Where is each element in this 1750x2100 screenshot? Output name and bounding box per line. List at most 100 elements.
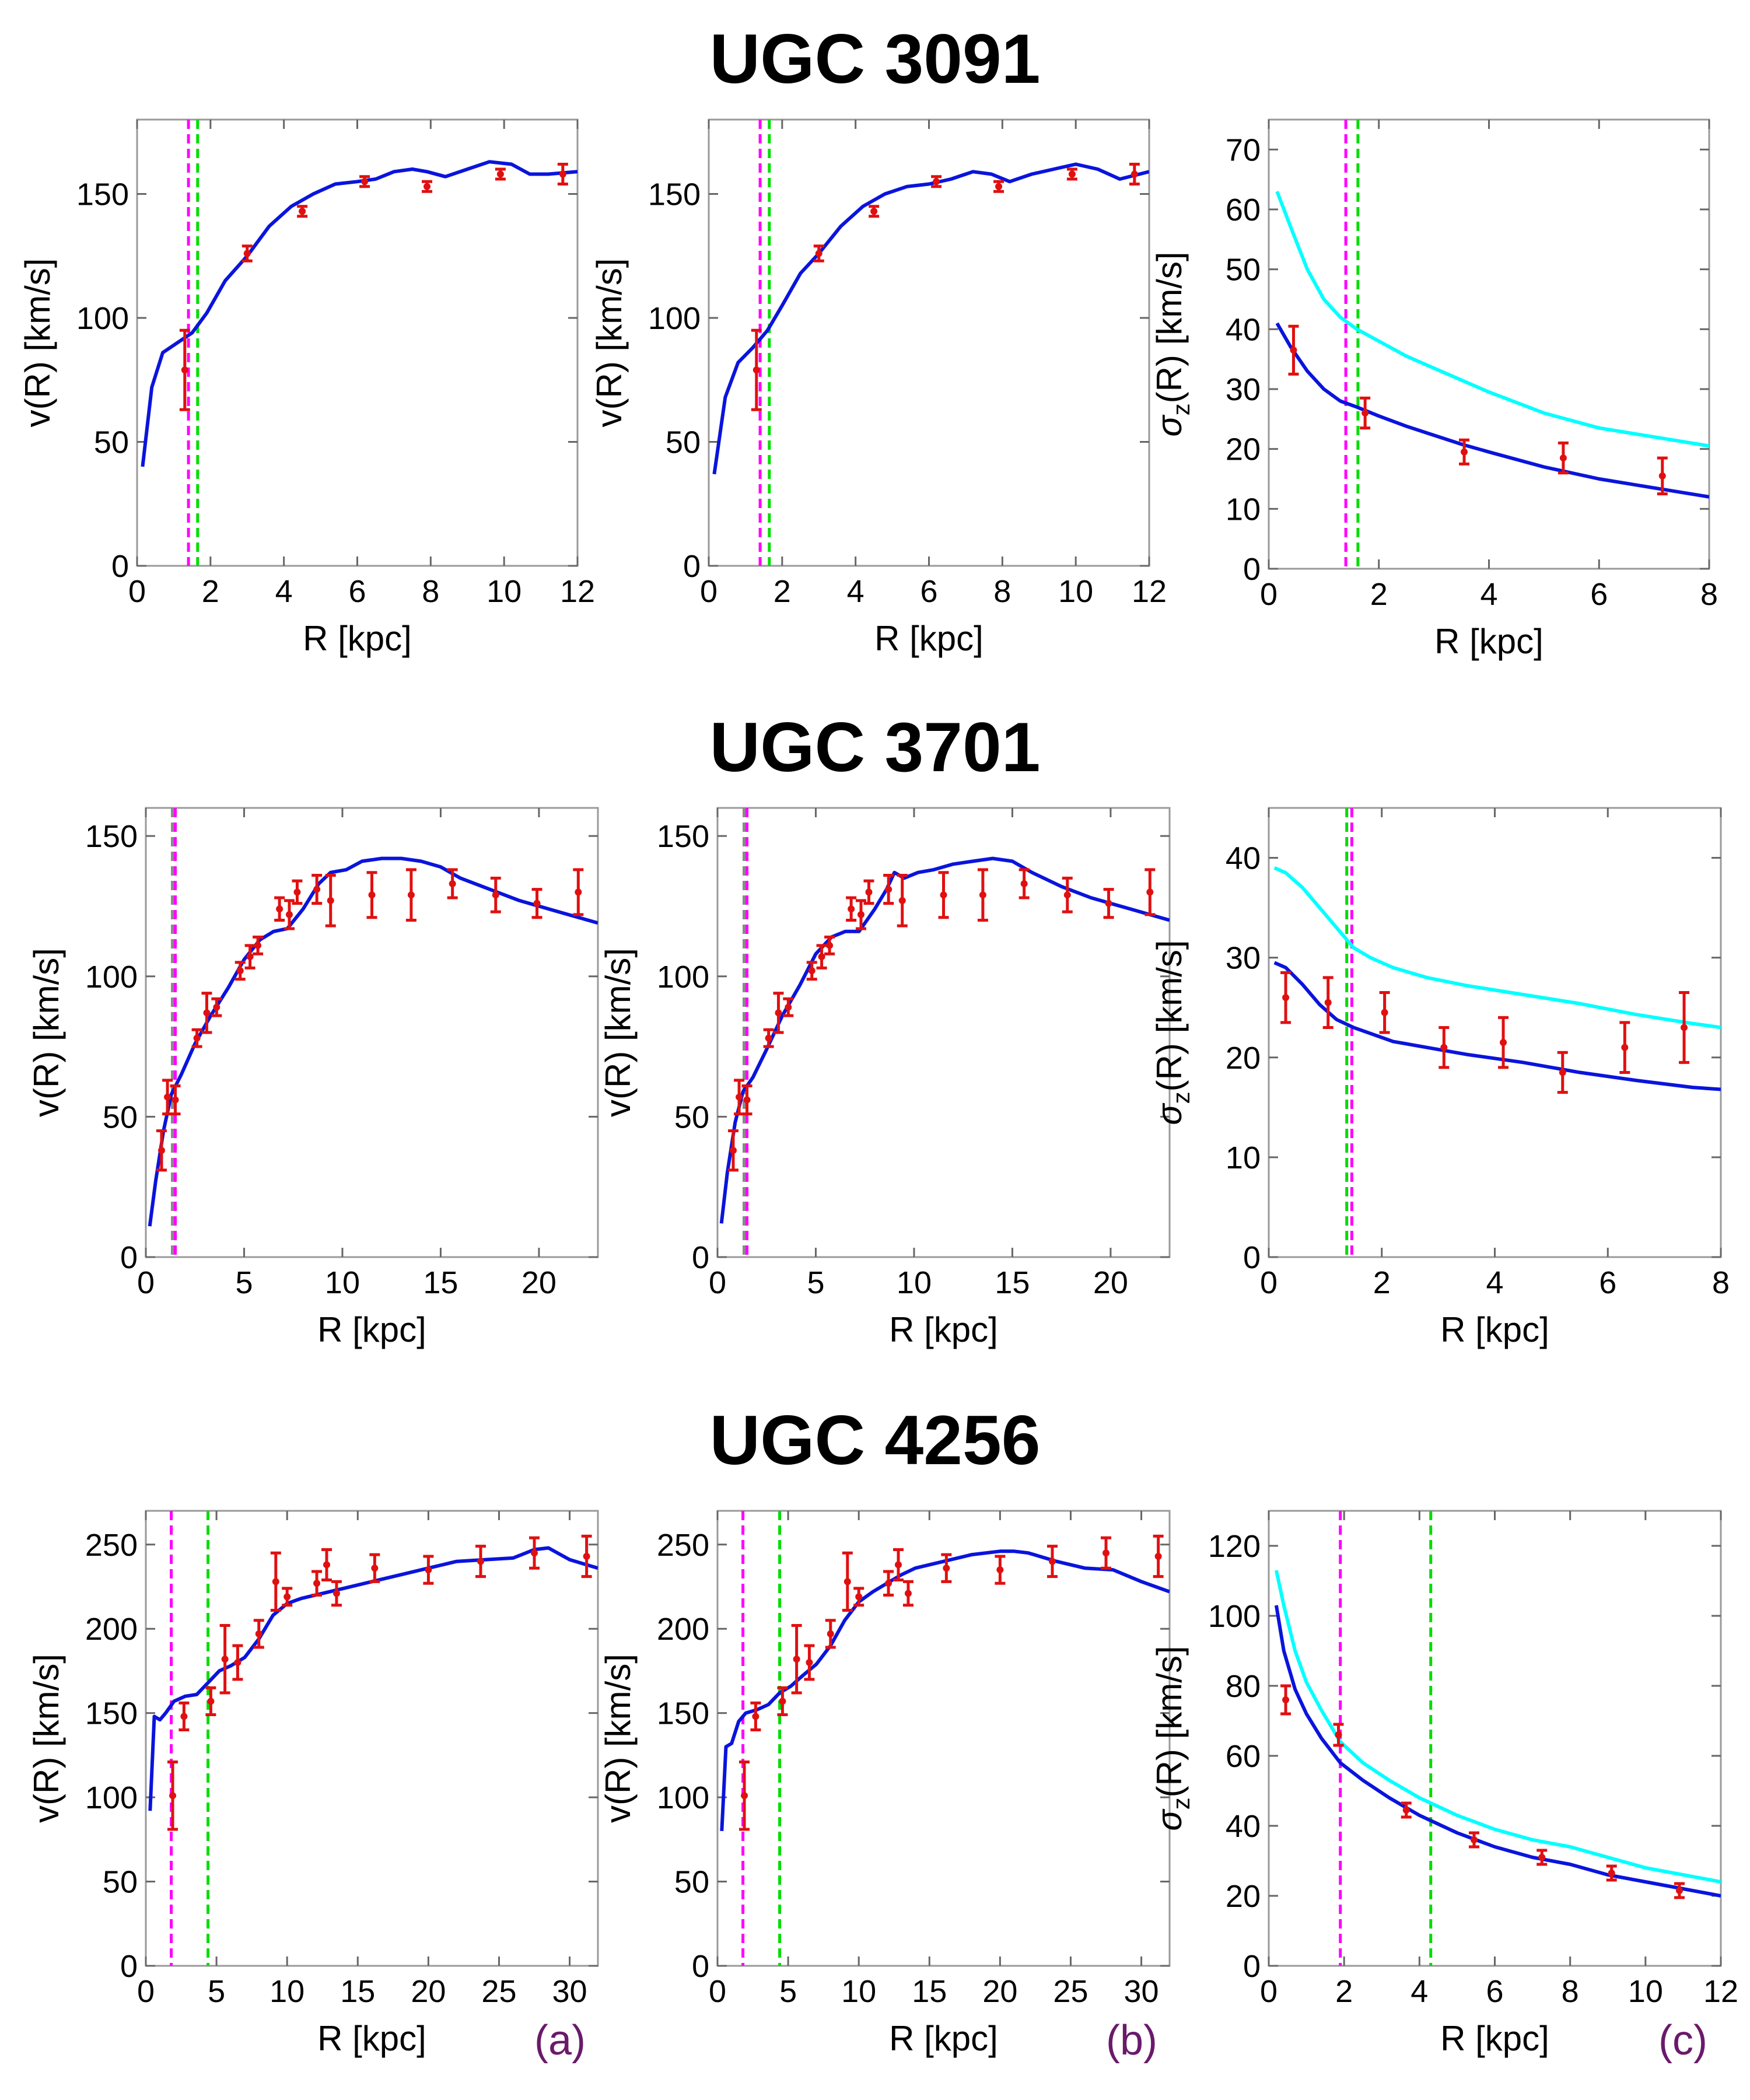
data-point [361,178,369,186]
data-point [1658,472,1666,480]
y-tick-label: 40 [1226,312,1261,347]
x-tick-label: 2 [1370,577,1388,612]
x-axis-label: R [kpc] [317,2019,426,2058]
y-tick-label: 100 [85,960,138,995]
y-axis-label: v(R) [km/s] [598,1654,638,1823]
data-point [844,1578,851,1586]
y-tick-label: 20 [1226,1041,1261,1076]
series-model [141,160,578,467]
data-point [818,953,825,961]
x-tick-label: 4 [1486,1265,1503,1300]
data-point [1559,1069,1566,1076]
series-model [719,856,1170,1224]
data-point [1335,1731,1342,1738]
x-axis-label: R [kpc] [317,1310,426,1349]
data-point [815,250,822,257]
data-point [164,1093,172,1101]
y-tick-label: 50 [666,425,701,460]
data-point [323,1561,330,1569]
x-tick-label: 2 [1373,1265,1391,1300]
data-point [272,1578,279,1586]
y-tick-label: 100 [1208,1599,1261,1634]
y-tick-label: 30 [1226,372,1261,407]
data-point [293,888,301,896]
data-point [1048,1558,1056,1565]
x-tick-label: 0 [128,574,146,609]
x-tick-label: 10 [897,1265,932,1300]
data-point [793,1656,800,1663]
data-point [779,1698,786,1705]
data-point [180,1713,188,1720]
x-tick-label: 15 [340,1974,375,2009]
y-tick-label: 10 [1226,492,1261,527]
data-point [1290,346,1297,354]
series-upper [1274,1570,1721,1884]
x-tick-label: 8 [993,574,1011,609]
y-tick-label: 10 [1226,1140,1261,1175]
x-tick-label: 10 [841,1974,876,2009]
data-point [284,1593,291,1601]
y-axis-label: v(R) [km/s] [27,948,66,1117]
plot-frame [145,1510,599,1967]
data-point [583,1553,590,1560]
y-tick-label: 100 [657,960,709,995]
data-point [1621,1044,1629,1051]
data-point [255,1630,262,1637]
y-tick-label: 0 [1243,552,1261,587]
y-tick-label: 60 [1226,1739,1261,1774]
y-tick-label: 0 [1243,1240,1261,1275]
plot-frame [1268,807,1722,1258]
y-tick-label: 30 [1226,941,1261,976]
x-tick-label: 20 [411,1974,446,2009]
data-point [1282,1696,1290,1703]
x-tick-label: 10 [325,1265,360,1300]
x-tick-label: 0 [709,1265,726,1300]
x-tick-label: 20 [522,1265,556,1300]
data-point [806,1659,813,1666]
data-point [169,1792,177,1800]
data-point [1130,170,1138,178]
data-point [207,1698,215,1705]
data-point [1282,994,1290,1002]
data-point [943,1564,950,1572]
y-tick-label: 0 [120,1240,138,1275]
y-tick-label: 150 [648,177,701,212]
y-tick-label: 50 [103,1865,138,1900]
y-tick-label: 200 [657,1612,709,1647]
data-point [752,1713,760,1720]
x-axis-label: R [kpc] [874,619,984,658]
x-tick-label: 20 [1093,1265,1128,1300]
data-point [752,366,760,374]
data-point [477,1558,484,1565]
x-tick-label: 5 [208,1974,225,2009]
data-point [1105,900,1112,907]
data-point [1324,999,1332,1006]
x-tick-label: 10 [487,574,522,609]
row-title-ugc3701: UGC 3701 [709,708,1041,786]
data-point [1402,1807,1410,1814]
y-tick-label: 0 [683,549,701,584]
x-axis-label: R [kpc] [1440,1310,1549,1349]
chart-ugc3701-b: 0 5 10 15 20 0 50 100 150 R [kpc] v(R) [km/s] [598,807,1171,1349]
y-tick-label: 150 [76,177,129,212]
data-point [1559,454,1567,462]
data-point [236,967,244,975]
x-tick-label: 0 [137,1265,155,1300]
x-tick-label: 15 [423,1265,458,1300]
y-tick-label: 250 [85,1528,138,1563]
data-point [1538,1854,1546,1861]
x-axis-label: R [kpc] [889,2019,998,2058]
y-tick-label: 40 [1226,841,1261,876]
series-model [1274,1605,1721,1898]
data-point [533,900,541,907]
data-point [327,897,334,904]
data-point [785,1003,792,1011]
x-tick-label: 15 [912,1974,947,2009]
data-point [1500,1039,1507,1046]
y-tick-label: 100 [85,1780,138,1815]
plot-frame [1268,118,1710,570]
data-point [313,1580,321,1587]
y-tick-label: 50 [674,1865,709,1900]
x-tick-label: 30 [552,1974,587,2009]
plot-frame [716,1510,1171,1967]
